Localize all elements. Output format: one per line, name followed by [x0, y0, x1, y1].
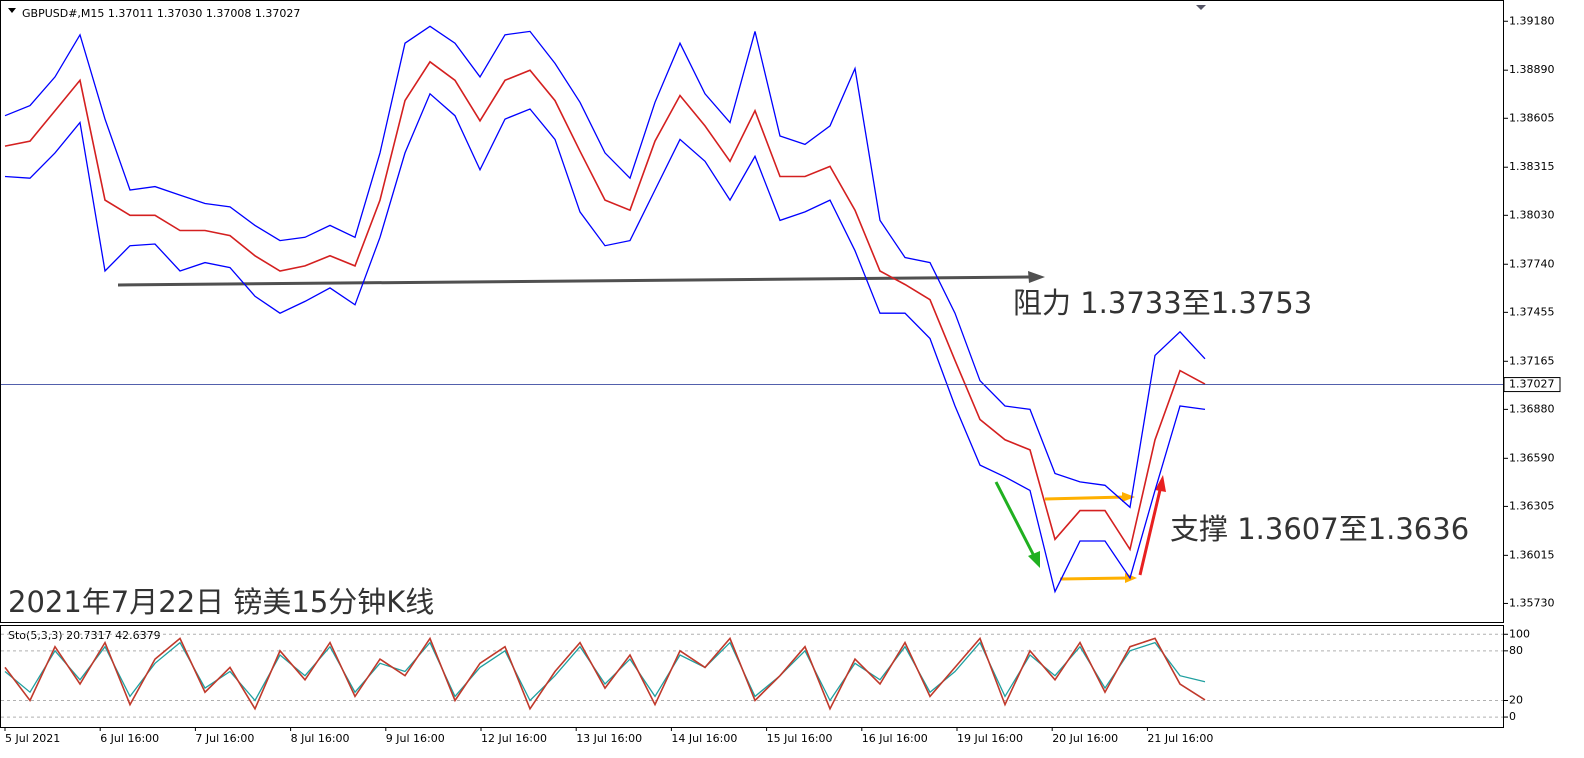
series-line: [4, 92, 1206, 594]
x-tick-label: 19 Jul 16:00: [957, 732, 1023, 745]
y-tick-label: 1.38315: [1509, 160, 1555, 173]
x-tick-label: 16 Jul 16:00: [862, 732, 928, 745]
x-tick-label: 21 Jul 16:00: [1147, 732, 1213, 745]
x-tick-label: 6 Jul 16:00: [100, 732, 159, 745]
y-tick-label: 1.38605: [1509, 111, 1555, 124]
arrow-head: [1028, 551, 1040, 568]
menu-triangle: [8, 8, 16, 13]
down-arrow: [994, 481, 1036, 557]
y-tick-label: 1.36305: [1509, 499, 1555, 512]
x-tick-label: 13 Jul 16:00: [576, 732, 642, 745]
x-tick-label: 14 Jul 16:00: [671, 732, 737, 745]
x-tick-label: 20 Jul 16:00: [1052, 732, 1118, 745]
support-note: 支撑 1.3607至1.3636: [1170, 512, 1469, 546]
y-tick-label: 1.36590: [1509, 451, 1555, 464]
x-tick-label: 8 Jul 16:00: [291, 732, 350, 745]
y-tick-label: 1.35730: [1509, 596, 1555, 609]
x-tick-label: 12 Jul 16:00: [481, 732, 547, 745]
y-tick-label: 1.37455: [1509, 305, 1555, 318]
arrow-head: [1122, 492, 1135, 502]
last-price-box: [1503, 377, 1561, 393]
support-line: [1044, 495, 1126, 501]
shift-marker: [1196, 5, 1206, 10]
y-tick-label: 20: [1509, 694, 1523, 707]
x-tick-label: 9 Jul 16:00: [386, 732, 445, 745]
support-line: [1059, 576, 1129, 581]
y-tick-label: 1.36015: [1509, 548, 1555, 561]
y-tick-label: 1.37740: [1509, 257, 1555, 270]
y-tick-label: 1.38890: [1509, 63, 1555, 76]
y-tick-label: 1.36880: [1509, 402, 1555, 415]
y-tick-label: 1.39180: [1509, 14, 1555, 27]
x-tick-label: 7 Jul 16:00: [195, 732, 254, 745]
y-tick-label: 0: [1509, 710, 1516, 723]
series-line: [4, 641, 1206, 702]
arrow-head: [1155, 475, 1166, 492]
series-line: [4, 60, 1206, 552]
x-tick-label: 5 Jul 2021: [5, 732, 60, 745]
last-price-label: 1.37027: [1509, 378, 1555, 391]
x-tick-label: 15 Jul 16:00: [767, 732, 833, 745]
indicator-panel: [0, 625, 1504, 728]
caption: 2021年7月22日 镑美15分钟K线: [8, 585, 434, 619]
indicator-header: Sto(5,3,3) 20.7317 42.6379: [8, 629, 161, 642]
annotations: [117, 271, 1166, 583]
resistance-arrow: [117, 275, 1031, 287]
series-line: [4, 25, 1206, 509]
y-tick-label: 100: [1509, 627, 1530, 640]
y-tick-label: 80: [1509, 644, 1523, 657]
price-panel: [0, 0, 1504, 623]
up-arrow: [1138, 489, 1162, 576]
arrow-head: [1028, 271, 1045, 283]
y-tick-label: 1.37165: [1509, 354, 1555, 367]
resistance-note: 阻力 1.3733至1.3753: [1013, 286, 1312, 320]
series-line: [4, 636, 1206, 711]
symbol-header: GBPUSD#,M15 1.37011 1.37030 1.37008 1.37…: [22, 7, 300, 20]
y-tick-label: 1.38030: [1509, 208, 1555, 221]
